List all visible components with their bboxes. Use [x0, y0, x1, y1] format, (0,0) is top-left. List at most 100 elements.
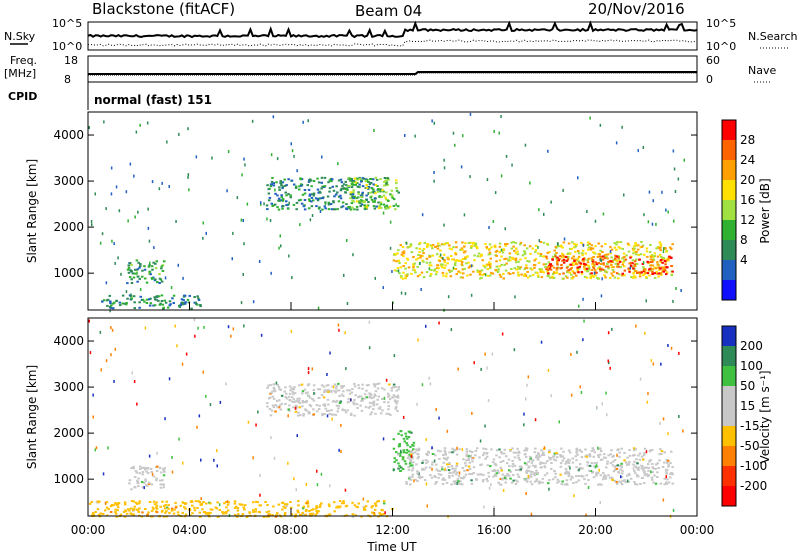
velocity-cell — [643, 452, 646, 455]
power-cell — [516, 265, 520, 268]
power-cell — [673, 219, 675, 223]
power-cell — [114, 261, 116, 265]
power-cell — [539, 253, 543, 255]
velocity-cell — [315, 510, 318, 512]
velocity-cell — [135, 502, 139, 505]
power-cell — [462, 257, 465, 260]
power-cell — [404, 134, 406, 137]
velocity-cell — [433, 459, 436, 463]
velocity-cell — [344, 411, 348, 414]
power-cell — [141, 269, 144, 272]
power-cell — [352, 179, 356, 182]
power-cell — [544, 263, 548, 266]
power-cell — [664, 269, 667, 272]
power-cell — [580, 272, 584, 275]
velocity-cell — [457, 367, 459, 371]
velocity-cell — [615, 467, 619, 470]
power-cell — [197, 299, 201, 301]
velocity-cell — [266, 504, 269, 506]
velocity-cell — [627, 472, 631, 475]
velocity-cell — [294, 400, 298, 403]
power-cell — [118, 301, 121, 304]
power-cell — [193, 296, 196, 298]
velocity-cell — [576, 453, 579, 456]
velocity-cell — [278, 404, 282, 407]
power-cell — [251, 119, 254, 123]
velocity-cell — [312, 413, 316, 416]
velocity-cell — [441, 478, 444, 481]
velocity-cell — [392, 383, 396, 386]
velocity-cell — [160, 510, 164, 513]
velocity-cell — [560, 483, 563, 486]
power-cell — [331, 178, 334, 181]
velocity-colorbar-tick: -50 — [740, 439, 760, 453]
power-cell — [431, 244, 435, 246]
power-cell — [467, 261, 470, 264]
power-cell — [379, 178, 382, 181]
power-cell — [160, 294, 164, 297]
power-cell — [594, 271, 598, 274]
velocity-cell — [442, 461, 446, 464]
velocity-cell — [606, 413, 608, 417]
velocity-cell — [292, 406, 295, 409]
velocity-cell — [162, 505, 166, 508]
power-cell — [199, 305, 202, 308]
power-cell — [361, 185, 365, 188]
velocity-cell — [269, 414, 273, 417]
velocity-cell — [348, 389, 351, 392]
velocity-cell — [414, 478, 417, 481]
power-cell — [633, 265, 637, 268]
power-cell — [591, 274, 595, 277]
power-cell — [537, 245, 539, 249]
velocity-cell — [524, 447, 528, 450]
power-cell — [569, 263, 573, 266]
power-cell — [526, 260, 529, 262]
power-cell — [489, 274, 492, 277]
power-cell — [623, 274, 626, 277]
power-cell — [417, 254, 420, 256]
velocity-cell — [146, 472, 150, 475]
power-cell — [488, 261, 491, 264]
velocity-cell — [323, 404, 327, 407]
velocity-cell — [340, 393, 344, 396]
power-cell — [346, 302, 349, 305]
power-cell — [88, 126, 90, 130]
velocity-cell — [230, 334, 232, 338]
velocity-cell — [511, 465, 514, 468]
power-cell — [419, 254, 423, 257]
power-cell — [388, 205, 392, 208]
power-cell — [621, 263, 624, 266]
power-cell — [531, 268, 534, 271]
velocity-cell — [642, 467, 645, 470]
velocity-cell — [110, 353, 112, 357]
velocity-cell — [387, 412, 391, 415]
power-cell — [290, 142, 292, 146]
power-cell — [651, 259, 655, 262]
velocity-cell — [283, 513, 287, 516]
power-cell — [440, 243, 444, 246]
velocity-cell — [416, 457, 420, 460]
power-cell — [599, 249, 602, 252]
power-cell — [370, 198, 374, 201]
power-cell — [153, 304, 157, 307]
power-cell — [130, 270, 133, 273]
power-cell — [586, 261, 590, 264]
power-cell — [483, 266, 487, 269]
velocity-cell — [634, 448, 638, 451]
velocity-cell — [638, 458, 642, 461]
velocity-cell — [543, 466, 547, 469]
velocity-cell — [405, 448, 409, 451]
power-cell — [127, 266, 131, 269]
velocity-cell — [295, 405, 298, 408]
power-cell — [571, 277, 574, 280]
power-cell — [460, 165, 463, 169]
power-cell — [164, 301, 168, 304]
xtick-label: 00:00 — [71, 523, 106, 537]
velocity-cell — [408, 476, 411, 479]
power-cell — [387, 178, 390, 181]
power-cell — [438, 260, 441, 263]
velocity-cell — [349, 414, 353, 416]
velocity-cell — [534, 471, 537, 474]
velocity-cell — [327, 384, 330, 387]
power-cell — [377, 188, 380, 190]
